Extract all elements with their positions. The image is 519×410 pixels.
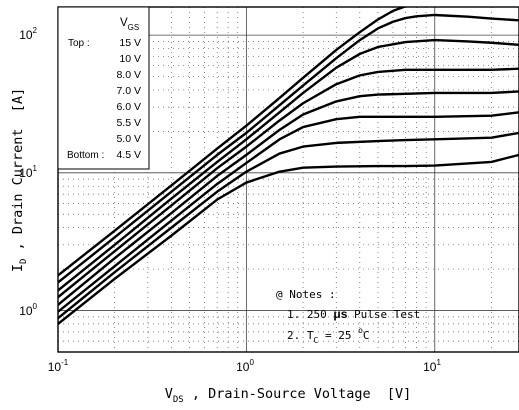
curve <box>58 131 519 320</box>
x-tick-label: 10-1 <box>48 358 69 374</box>
legend-entry: 5.5 V <box>116 117 141 129</box>
x-tick-label: 101 <box>423 358 441 374</box>
curves <box>58 7 519 326</box>
y-axis-title: ID , Drain Current [A] <box>10 88 29 272</box>
curve <box>58 13 519 284</box>
curve <box>58 38 519 292</box>
x-tick-labels: 10-1 100 101 <box>48 358 442 374</box>
notes-line-1: 1. 250 μs Pulse Test <box>287 307 420 321</box>
legend-entry: 5.0 V <box>116 133 141 145</box>
curve <box>58 67 519 299</box>
notes-annotation: @ Notes : 1. 250 μs Pulse Test 2. TC = 2… <box>276 288 420 345</box>
legend-header: VGS <box>120 17 139 32</box>
legend-bottom-label: Bottom : <box>67 150 104 161</box>
curve <box>58 111 519 313</box>
curve <box>58 7 408 277</box>
grid <box>58 7 519 352</box>
legend-entry: 15 V <box>119 37 141 49</box>
y-tick-label: 101 <box>19 164 37 180</box>
legend-entries: 15 V 10 V 8.0 V 7.0 V 6.0 V 5.5 V 5.0 V 4.5 V <box>116 37 141 161</box>
plot-frame <box>57 6 519 353</box>
legend: VGS Top : Bottom : 15 V 10 V 8.0 V 7.0 V 6.0… <box>57 6 150 170</box>
legend-box <box>57 6 150 170</box>
legend-entry: 7.0 V <box>116 85 141 97</box>
notes-title: @ Notes : <box>276 288 336 301</box>
legend-entry: 4.5 V <box>116 149 141 161</box>
legend-entry: 10 V <box>119 53 141 65</box>
legend-top-label: Top : <box>68 38 90 49</box>
x-axis-title: VDS , Drain-Source Voltage [V] <box>165 386 412 405</box>
legend-entry: 6.0 V <box>116 101 141 113</box>
curve <box>58 153 519 326</box>
y-tick-labels: 100 101 102 <box>19 26 37 318</box>
y-tick-label: 100 <box>19 302 37 318</box>
legend-entry: 8.0 V <box>116 69 141 81</box>
curve <box>58 90 519 307</box>
x-tick-label: 100 <box>236 358 254 374</box>
notes-line-2: 2. TC = 25 oC <box>287 326 370 345</box>
y-tick-label: 102 <box>19 26 37 42</box>
